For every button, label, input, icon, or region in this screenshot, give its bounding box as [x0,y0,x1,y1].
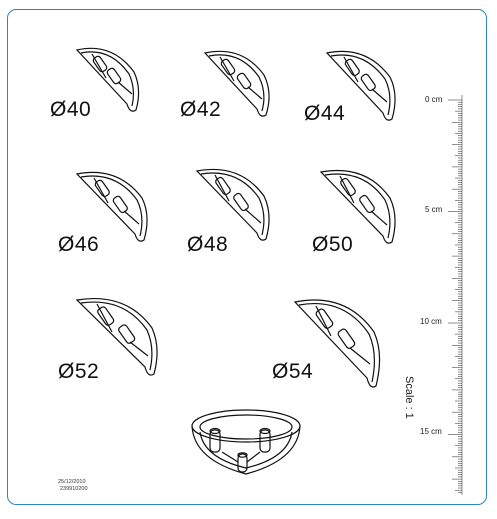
half-dome-part-40 [75,47,140,112]
footer-code: 239910200 [60,486,88,492]
scale-label: Scale : 1 [403,376,415,419]
footer-date: 25/12/2010 [58,479,86,485]
half-dome-part-48 [195,168,270,241]
ruler-label-10: 10 cm [420,317,442,326]
half-dome-part-44 [325,50,396,121]
ruler-label-5: 5 cm [425,205,443,214]
ruler-label-0: 0 cm [425,95,443,104]
ruler-label-15: 15 cm [420,427,442,436]
half-dome-part-54 [293,299,381,388]
half-dome-part-50 [319,169,396,244]
diameter-label-40: Ø40 [50,98,92,121]
diameter-label-50: Ø50 [312,233,354,256]
drawing-frame [7,9,487,505]
diameter-label-54: Ø54 [272,360,314,383]
diameter-label-42: Ø42 [180,98,222,121]
half-dome-part-42 [203,50,270,117]
ruler [448,95,463,495]
half-dome-part-52 [75,297,158,376]
diameter-label-46: Ø46 [58,233,100,256]
base-dish-part [191,409,301,475]
diameter-label-48: Ø48 [187,233,229,256]
diameter-label-44: Ø44 [304,102,346,125]
diameter-label-52: Ø52 [58,360,100,383]
half-dome-part-46 [75,171,148,242]
